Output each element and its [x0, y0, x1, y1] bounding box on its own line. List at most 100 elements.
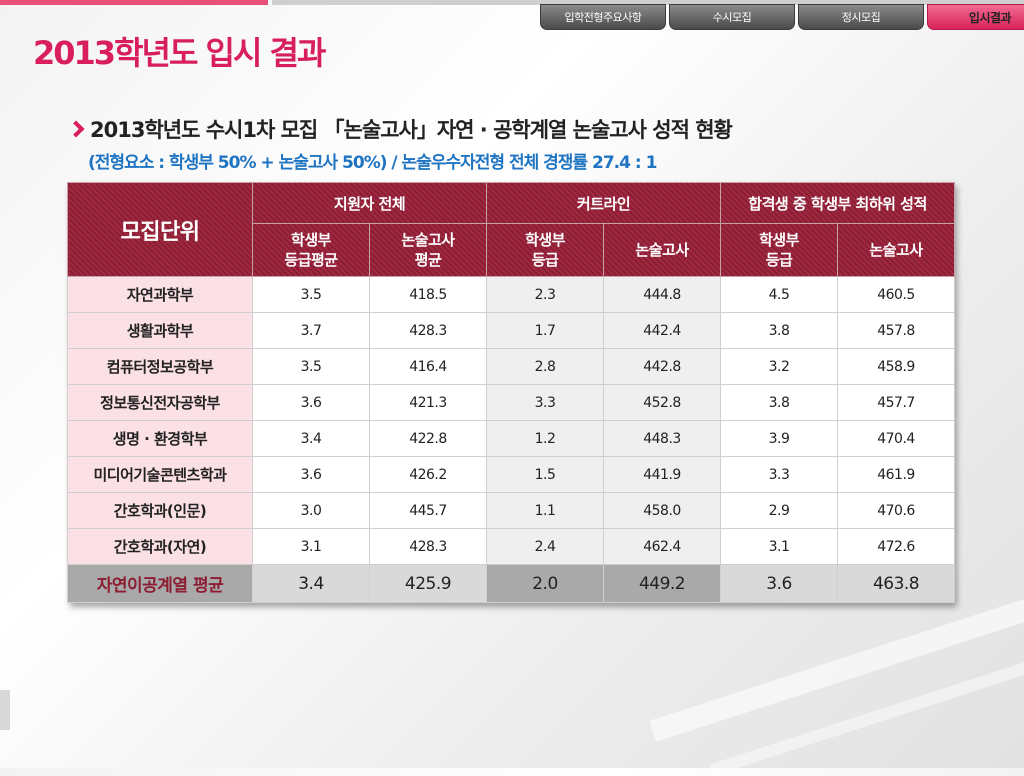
- subheader-line: 논술고사: [401, 231, 455, 249]
- table-row: 간호학과(인문) 3.0 445.7 1.1 458.0 2.9 470.6: [67, 492, 956, 529]
- subheader-line: 등급: [531, 251, 559, 269]
- cell-lowest-record: 3.8: [720, 384, 839, 421]
- row-unit-name: 생명 · 환경학부: [67, 420, 253, 457]
- cell-cutline-essay: 452.8: [603, 384, 722, 421]
- tab-admission-results[interactable]: 입시결과: [927, 4, 1024, 30]
- cell-cutline-essay: 444.8: [603, 276, 722, 313]
- tab-early-admission[interactable]: 수시모집: [669, 4, 795, 30]
- subheader-line: 학생부: [291, 231, 331, 249]
- cell-cutline-essay: 442.8: [603, 348, 722, 385]
- table-row: 미디어기술콘텐츠학과 3.6 426.2 1.5 441.9 3.3 461.9: [67, 456, 956, 493]
- cell-applicants-essay: 421.3: [368, 384, 488, 421]
- avg-cutline-record: 2.0: [486, 564, 605, 603]
- cell-applicants-essay: 428.3: [368, 528, 488, 565]
- results-table: 모집단위 지원자 전체 커트라인 합격생 중 학생부 최하위 성적 학생부 등급평…: [67, 182, 956, 603]
- subheader-lowest-essay: 논술고사: [837, 223, 956, 277]
- top-nav: 입학전형주요사항 수시모집 정시모집 입시결과: [540, 4, 1024, 30]
- header-unit: 모집단위: [67, 182, 253, 277]
- table-row: 생활과학부 3.7 428.3 1.7 442.4 3.8 457.8: [67, 312, 956, 349]
- header-cutline: 커트라인: [486, 182, 722, 224]
- cell-lowest-essay: 460.5: [837, 276, 956, 313]
- row-unit-name: 간호학과(인문): [67, 492, 253, 529]
- cell-cutline-essay: 441.9: [603, 456, 722, 493]
- cell-applicants-record: 3.0: [252, 492, 370, 529]
- cell-applicants-essay: 416.4: [368, 348, 488, 385]
- cell-applicants-essay: 426.2: [368, 456, 488, 493]
- cell-applicants-record: 3.4: [252, 420, 370, 457]
- top-accent-bar: [0, 0, 268, 5]
- cell-applicants-record: 3.5: [252, 276, 370, 313]
- cell-lowest-essay: 470.4: [837, 420, 956, 457]
- cell-lowest-essay: 458.9: [837, 348, 956, 385]
- cell-cutline-essay: 462.4: [603, 528, 722, 565]
- table-row: 컴퓨터정보공학부 3.5 416.4 2.8 442.8 3.2 458.9: [67, 348, 956, 385]
- subheader-line: 평균: [414, 251, 442, 269]
- cell-cutline-record: 1.7: [486, 312, 605, 349]
- row-unit-name: 컴퓨터정보공학부: [67, 348, 253, 385]
- cell-applicants-record: 3.6: [252, 456, 370, 493]
- cell-applicants-record: 3.5: [252, 348, 370, 385]
- cell-lowest-record: 3.8: [720, 312, 839, 349]
- cell-lowest-record: 3.3: [720, 456, 839, 493]
- average-row-label: 자연이공계열 평균: [67, 564, 253, 603]
- subheader-line: 등급: [765, 251, 793, 269]
- table-header-row: 모집단위 지원자 전체 커트라인 합격생 중 학생부 최하위 성적: [67, 182, 956, 277]
- subheader-lowest-record: 학생부 등급: [720, 223, 839, 277]
- tab-admission-overview[interactable]: 입학전형주요사항: [540, 4, 666, 30]
- row-unit-name: 생활과학부: [67, 312, 253, 349]
- table-row: 생명 · 환경학부 3.4 422.8 1.2 448.3 3.9 470.4: [67, 420, 956, 457]
- cell-cutline-record: 1.1: [486, 492, 605, 529]
- cell-applicants-essay: 428.3: [368, 312, 488, 349]
- header-lowest-admitted: 합격생 중 학생부 최하위 성적: [720, 182, 956, 224]
- cell-applicants-record: 3.6: [252, 384, 370, 421]
- table-row: 간호학과(자연) 3.1 428.3 2.4 462.4 3.1 472.6: [67, 528, 956, 565]
- cell-cutline-essay: 448.3: [603, 420, 722, 457]
- cell-applicants-essay: 422.8: [368, 420, 488, 457]
- cell-applicants-record: 3.1: [252, 528, 370, 565]
- tab-regular-admission[interactable]: 정시모집: [798, 4, 924, 30]
- avg-applicants-essay: 425.9: [368, 564, 488, 603]
- table-average-row: 자연이공계열 평균 3.4 425.9 2.0 449.2 3.6 463.8: [67, 564, 956, 603]
- results-table-container: 모집단위 지원자 전체 커트라인 합격생 중 학생부 최하위 성적 학생부 등급평…: [67, 182, 956, 603]
- subheader-line: 등급평균: [284, 251, 338, 269]
- avg-cutline-essay: 449.2: [603, 564, 722, 603]
- subheader-cutline-essay: 논술고사: [603, 223, 722, 277]
- cell-lowest-record: 4.5: [720, 276, 839, 313]
- cell-lowest-essay: 461.9: [837, 456, 956, 493]
- table-row: 자연과학부 3.5 418.5 2.3 444.8 4.5 460.5: [67, 276, 956, 313]
- cell-cutline-record: 1.2: [486, 420, 605, 457]
- avg-lowest-record: 3.6: [720, 564, 839, 603]
- cell-applicants-essay: 445.7: [368, 492, 488, 529]
- cell-lowest-essay: 457.7: [837, 384, 956, 421]
- row-unit-name: 간호학과(자연): [67, 528, 253, 565]
- page-title: 2013학년도 입시 결과: [33, 34, 326, 72]
- cell-cutline-record: 2.8: [486, 348, 605, 385]
- chevron-right-icon: [67, 120, 85, 138]
- section-heading-text: 2013학년도 수시1차 모집 「논술고사」자연 · 공학계열 논술고사 성적 …: [90, 118, 733, 142]
- cell-cutline-record: 2.3: [486, 276, 605, 313]
- header-applicants: 지원자 전체: [251, 182, 488, 224]
- table-row: 정보통신전자공학부 3.6 421.3 3.3 452.8 3.8 457.7: [67, 384, 956, 421]
- cell-applicants-essay: 418.5: [368, 276, 488, 313]
- table-subheader-row: 학생부 등급평균 논술고사 평균 학생부 등급 논술고사 학생부 등급 논술고사: [68, 223, 956, 277]
- cell-cutline-record: 1.5: [486, 456, 605, 493]
- cell-cutline-record: 3.3: [486, 384, 605, 421]
- section-note: (전형요소 : 학생부 50% + 논술고사 50%) / 논술우수자전형 전체…: [88, 153, 657, 173]
- cell-lowest-record: 3.2: [720, 348, 839, 385]
- cell-cutline-essay: 442.4: [603, 312, 722, 349]
- subheader-line: 학생부: [525, 231, 565, 249]
- cell-cutline-record: 2.4: [486, 528, 605, 565]
- top-divider-bar: [272, 0, 1024, 5]
- cell-lowest-essay: 457.8: [837, 312, 956, 349]
- side-marker: [0, 690, 10, 730]
- section-heading: 2013학년도 수시1차 모집 「논술고사」자연 · 공학계열 논술고사 성적 …: [67, 114, 733, 144]
- cell-cutline-essay: 458.0: [603, 492, 722, 529]
- cell-lowest-record: 2.9: [720, 492, 839, 529]
- row-unit-name: 자연과학부: [67, 276, 253, 313]
- avg-applicants-record: 3.4: [252, 564, 370, 603]
- row-unit-name: 정보통신전자공학부: [67, 384, 253, 421]
- cell-lowest-record: 3.9: [720, 420, 839, 457]
